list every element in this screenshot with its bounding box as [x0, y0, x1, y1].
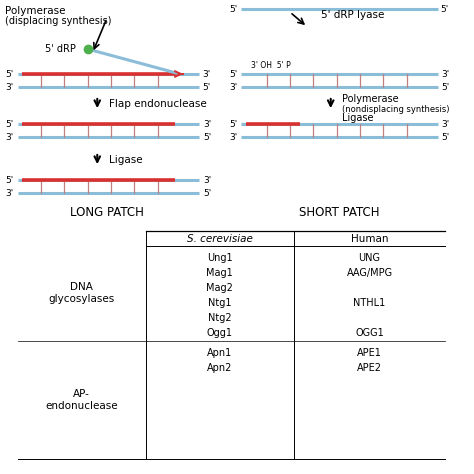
Text: 5': 5': [203, 189, 211, 198]
Text: 3': 3': [229, 82, 237, 91]
Text: 5' dRP: 5' dRP: [45, 44, 76, 54]
Text: Ntg1: Ntg1: [208, 298, 232, 308]
Text: Polymerase: Polymerase: [5, 6, 65, 16]
Text: Ogg1: Ogg1: [207, 328, 233, 338]
Text: DNA: DNA: [70, 283, 93, 292]
Text: 3': 3': [5, 82, 14, 91]
Text: S. cerevisiae: S. cerevisiae: [187, 234, 253, 244]
Text: 5' dRP lyase: 5' dRP lyase: [321, 10, 384, 20]
Text: Apn1: Apn1: [207, 348, 232, 358]
Text: 3': 3': [5, 133, 14, 142]
Text: LONG PATCH: LONG PATCH: [70, 206, 144, 219]
Text: Flap endonuclease: Flap endonuclease: [109, 99, 207, 109]
Text: 5': 5': [442, 133, 450, 142]
Text: 3': 3': [203, 119, 211, 128]
Text: 5': 5': [442, 82, 450, 91]
Text: Mag2: Mag2: [206, 283, 233, 293]
Text: Ung1: Ung1: [207, 253, 233, 263]
Text: Polymerase: Polymerase: [342, 94, 399, 104]
Text: 5': 5': [229, 4, 237, 13]
Text: 5': 5': [5, 70, 14, 79]
Text: 3' OH  5' P: 3' OH 5' P: [251, 61, 291, 70]
Text: (displacing synthesis): (displacing synthesis): [5, 16, 111, 26]
Text: 5': 5': [202, 82, 210, 91]
Text: 5': 5': [5, 175, 14, 184]
Text: 3': 3': [229, 133, 237, 142]
Text: Ligase: Ligase: [109, 155, 143, 165]
Text: 3': 3': [5, 189, 14, 198]
Text: AAG/MPG: AAG/MPG: [346, 268, 392, 278]
Text: UNG: UNG: [359, 253, 381, 263]
Text: 3': 3': [202, 70, 210, 79]
Text: SHORT PATCH: SHORT PATCH: [299, 206, 380, 219]
Text: 5': 5': [441, 4, 449, 13]
Text: 3': 3': [442, 70, 450, 79]
Text: 5': 5': [203, 133, 211, 142]
Text: glycosylases: glycosylases: [48, 294, 115, 304]
Text: 3': 3': [203, 175, 211, 184]
Text: 5': 5': [5, 119, 14, 128]
Text: Ntg2: Ntg2: [208, 313, 232, 323]
Text: APE1: APE1: [357, 348, 382, 358]
Text: 5': 5': [229, 70, 237, 79]
Text: endonuclease: endonuclease: [46, 401, 118, 411]
Text: OGG1: OGG1: [355, 328, 384, 338]
Text: Ligase: Ligase: [342, 113, 374, 123]
Text: Mag1: Mag1: [207, 268, 233, 278]
Text: (nondisplacing synthesis): (nondisplacing synthesis): [342, 104, 450, 113]
Text: NTHL1: NTHL1: [354, 298, 386, 308]
Text: Apn2: Apn2: [207, 363, 233, 373]
Text: 3': 3': [442, 119, 450, 128]
Text: AP-: AP-: [73, 389, 90, 399]
Text: APE2: APE2: [357, 363, 382, 373]
Text: Human: Human: [351, 234, 388, 244]
Text: 5': 5': [229, 119, 237, 128]
